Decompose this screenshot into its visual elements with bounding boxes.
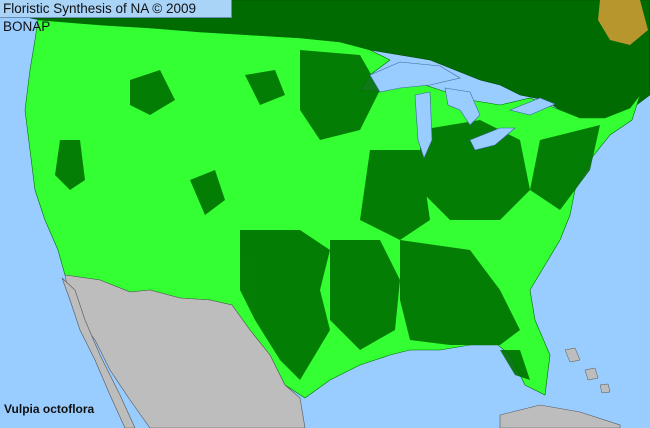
baja-california [61, 277, 136, 428]
species-name: Vulpia octoflora [4, 402, 95, 416]
bahamas [564, 347, 611, 394]
mexico-region [64, 274, 306, 428]
native-county-clusters [55, 50, 600, 380]
map-title: Floristic Synthesis of NA © 2009 BONAP [0, 0, 232, 34]
great-lakes [369, 61, 556, 159]
adventive-region-east [598, 0, 648, 45]
cuba [499, 404, 621, 428]
